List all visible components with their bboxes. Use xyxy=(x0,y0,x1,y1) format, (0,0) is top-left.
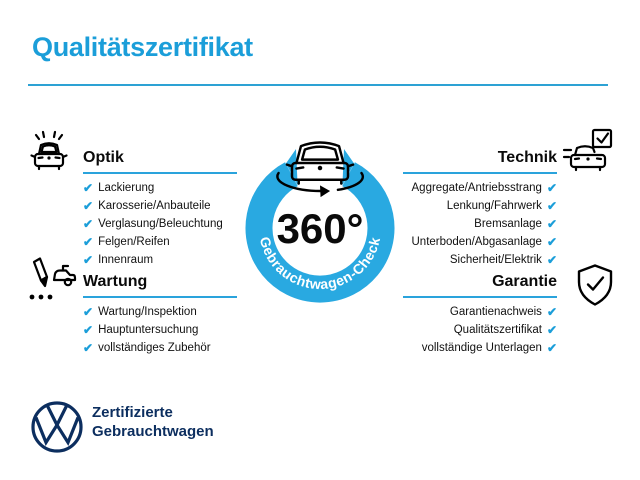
checklist-item: ✔ Lackierung xyxy=(83,179,223,197)
checklist-item-label: Karosserie/Anbauteile xyxy=(98,200,211,212)
checklist-item: ✔ Innenraum xyxy=(83,251,223,269)
checklist-item-label: Aggregate/Antriebsstrang xyxy=(411,182,542,194)
checklist-item: Qualitätszertifikat ✔ xyxy=(357,321,557,339)
check-icon: ✔ xyxy=(83,181,94,195)
checklist-item-label: Sicherheit/Elektrik xyxy=(449,254,542,266)
checklist-item-label: Verglasung/Beleuchtung xyxy=(98,218,223,230)
car-shine-icon xyxy=(26,128,72,174)
title-divider xyxy=(28,84,608,86)
optik-checklist: ✔ Lackierung ✔ Karosserie/Anbauteile ✔ Verg… xyxy=(83,179,223,269)
page-title: Qualitätszertifikat xyxy=(32,32,253,62)
brand-line2: Gebrauchtwagen xyxy=(92,423,214,440)
checklist-item-label: Wartung/Inspektion xyxy=(98,306,197,318)
check-icon: ✔ xyxy=(546,181,557,195)
checklist-item-label: Lenkung/Fahrwerk xyxy=(446,200,542,212)
ring xyxy=(245,162,395,303)
brand-text: Zertifizierte Gebrauchtwagen xyxy=(92,403,214,441)
section-label: Wartung xyxy=(83,273,148,290)
check-icon: ✔ xyxy=(83,305,94,319)
360-value: 360° xyxy=(277,205,364,252)
technik-checklist: Aggregate/Antriebsstrang ✔ Lenkung/Fahrwe… xyxy=(357,179,558,269)
checklist-item: Bremsanlage ✔ xyxy=(357,215,557,233)
section-label: Technik xyxy=(497,149,557,166)
checklist-item: Aggregate/Antriebsstrang ✔ xyxy=(357,179,557,197)
checklist-item-label: Felgen/Reifen xyxy=(98,236,170,248)
vw-logo xyxy=(29,399,85,455)
checklist-item-label: Qualitätszertifikat xyxy=(453,324,542,336)
checklist-item: ✔ Wartung/Inspektion xyxy=(83,303,211,321)
checklist-item-label: Garantienachweis xyxy=(449,306,542,318)
checklist-item: Lenkung/Fahrwerk ✔ xyxy=(357,197,557,215)
section-label: Garantie xyxy=(492,273,557,290)
check-icon: ✔ xyxy=(83,253,94,267)
check-icon: ✔ xyxy=(546,341,557,355)
360-check-graphic: 360° Gebrauchtwagen-Check xyxy=(240,112,400,317)
checklist-item-label: Bremsanlage xyxy=(474,218,542,230)
section-heading-technik: Technik xyxy=(403,148,557,174)
wartung-checklist: ✔ Wartung/Inspektion ✔ Hauptuntersuchung ✔… xyxy=(83,303,211,357)
rotating-car-icon xyxy=(276,141,365,198)
car-checkbox-icon xyxy=(562,128,616,176)
checklist-item: ✔ Felgen/Reifen xyxy=(83,233,223,251)
check-icon: ✔ xyxy=(546,323,557,337)
checklist-item: ✔ Hauptuntersuchung xyxy=(83,321,211,339)
checklist-item: ✔ Karosserie/Anbauteile xyxy=(83,197,223,215)
check-icon: ✔ xyxy=(546,217,557,231)
check-icon: ✔ xyxy=(83,341,94,355)
checklist-item-label: Innenraum xyxy=(98,254,154,266)
checklist-item: Unterboden/Abgasanlage ✔ xyxy=(357,233,558,251)
check-icon: ✔ xyxy=(546,253,557,267)
checklist-item-label: Hauptuntersuchung xyxy=(98,324,199,336)
shield-check-icon xyxy=(575,263,615,307)
section-heading-optik: Optik xyxy=(83,148,237,174)
check-icon: ✔ xyxy=(546,305,557,319)
checklist-item: Garantienachweis ✔ xyxy=(357,303,557,321)
check-icon: ✔ xyxy=(83,217,94,231)
service-checklist-icon xyxy=(23,255,77,305)
checklist-item: ✔ vollständiges Zubehör xyxy=(83,339,211,357)
checklist-item-label: vollständiges Zubehör xyxy=(98,342,211,354)
check-icon: ✔ xyxy=(83,199,94,213)
section-label: Optik xyxy=(83,149,124,166)
check-icon: ✔ xyxy=(83,323,94,337)
check-icon: ✔ xyxy=(546,235,557,249)
checklist-item: ✔ Verglasung/Beleuchtung xyxy=(83,215,223,233)
checklist-item: Sicherheit/Elektrik ✔ xyxy=(357,251,557,269)
checklist-item-label: Unterboden/Abgasanlage xyxy=(411,236,542,248)
garantie-checklist: Garantienachweis ✔ Qualitätszertifikat ✔ v… xyxy=(357,303,557,357)
checklist-item: vollständige Unterlagen ✔ xyxy=(357,339,557,357)
brand-line1: Zertifizierte xyxy=(92,404,173,421)
section-heading-garantie: Garantie xyxy=(403,272,557,298)
check-icon: ✔ xyxy=(83,235,94,249)
checklist-item-label: vollständige Unterlagen xyxy=(421,342,542,354)
checklist-item-label: Lackierung xyxy=(98,182,155,194)
section-heading-wartung: Wartung xyxy=(83,272,237,298)
check-icon: ✔ xyxy=(546,199,557,213)
